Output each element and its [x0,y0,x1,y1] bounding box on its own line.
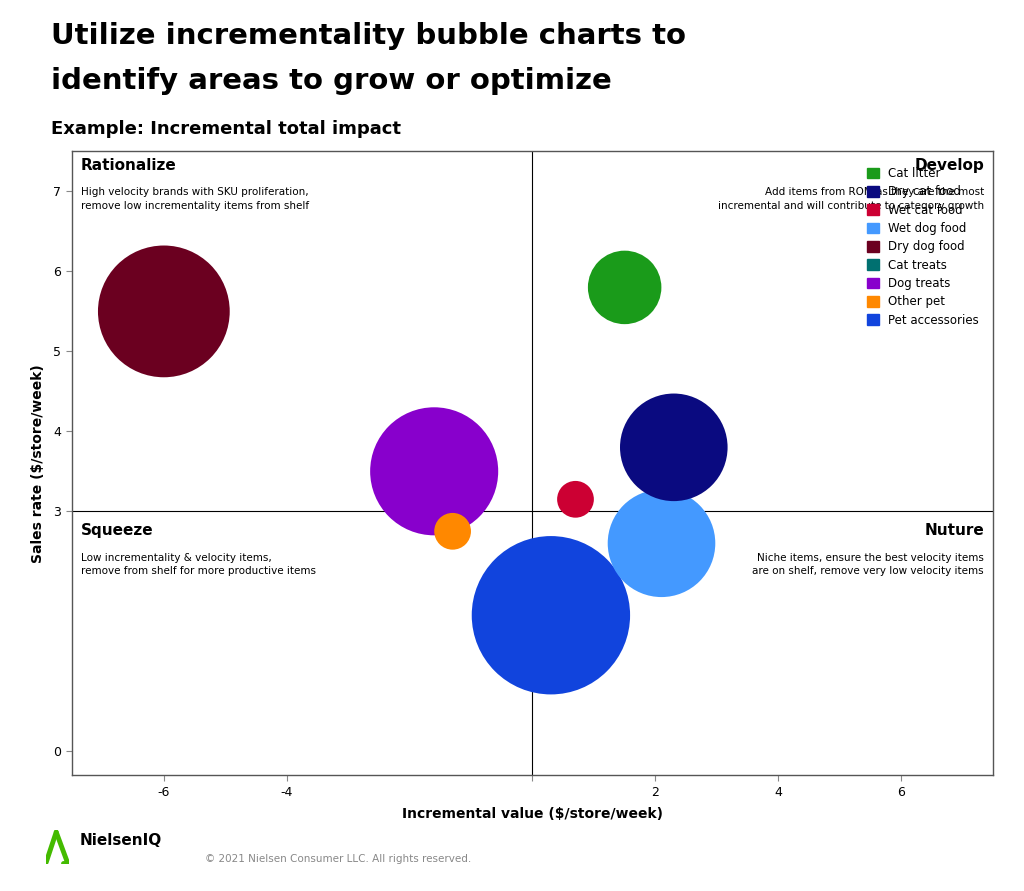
Y-axis label: Sales rate ($/store/week): Sales rate ($/store/week) [31,364,45,563]
Point [666,440,682,454]
Text: Nuture: Nuture [925,523,984,538]
Text: NielsenIQ: NielsenIQ [80,833,162,848]
Text: Niche items, ensure the best velocity items
are on shelf, remove very low veloci: Niche items, ensure the best velocity it… [753,553,984,576]
Text: Develop: Develop [914,158,984,173]
Text: Add items from ROM as they are the most
incremental and will contribute to categ: Add items from ROM as they are the most … [718,187,984,211]
Text: Squeeze: Squeeze [81,523,154,538]
Legend: Cat litter, Dry cat food, Wet cat food, Wet dog food, Dry dog food, Cat treats, : Cat litter, Dry cat food, Wet cat food, … [863,164,983,331]
Text: © 2021 Nielsen Consumer LLC. All rights reserved.: © 2021 Nielsen Consumer LLC. All rights … [205,854,471,864]
Point [567,492,584,506]
Text: Rationalize: Rationalize [81,158,177,173]
Point [616,281,633,295]
Point [543,609,559,623]
X-axis label: Incremental value ($/store/week): Incremental value ($/store/week) [402,807,663,821]
Point [426,464,442,478]
Point [156,304,172,318]
Text: Example: Incremental total impact: Example: Incremental total impact [51,120,401,138]
Point [653,536,670,551]
Text: High velocity brands with SKU proliferation,
remove low incrementality items fro: High velocity brands with SKU proliferat… [81,187,309,211]
Point [444,524,461,538]
Text: identify areas to grow or optimize: identify areas to grow or optimize [51,67,612,94]
Text: Utilize incrementality bubble charts to: Utilize incrementality bubble charts to [51,22,686,50]
Text: Low incrementality & velocity items,
remove from shelf for more productive items: Low incrementality & velocity items, rem… [81,553,315,576]
